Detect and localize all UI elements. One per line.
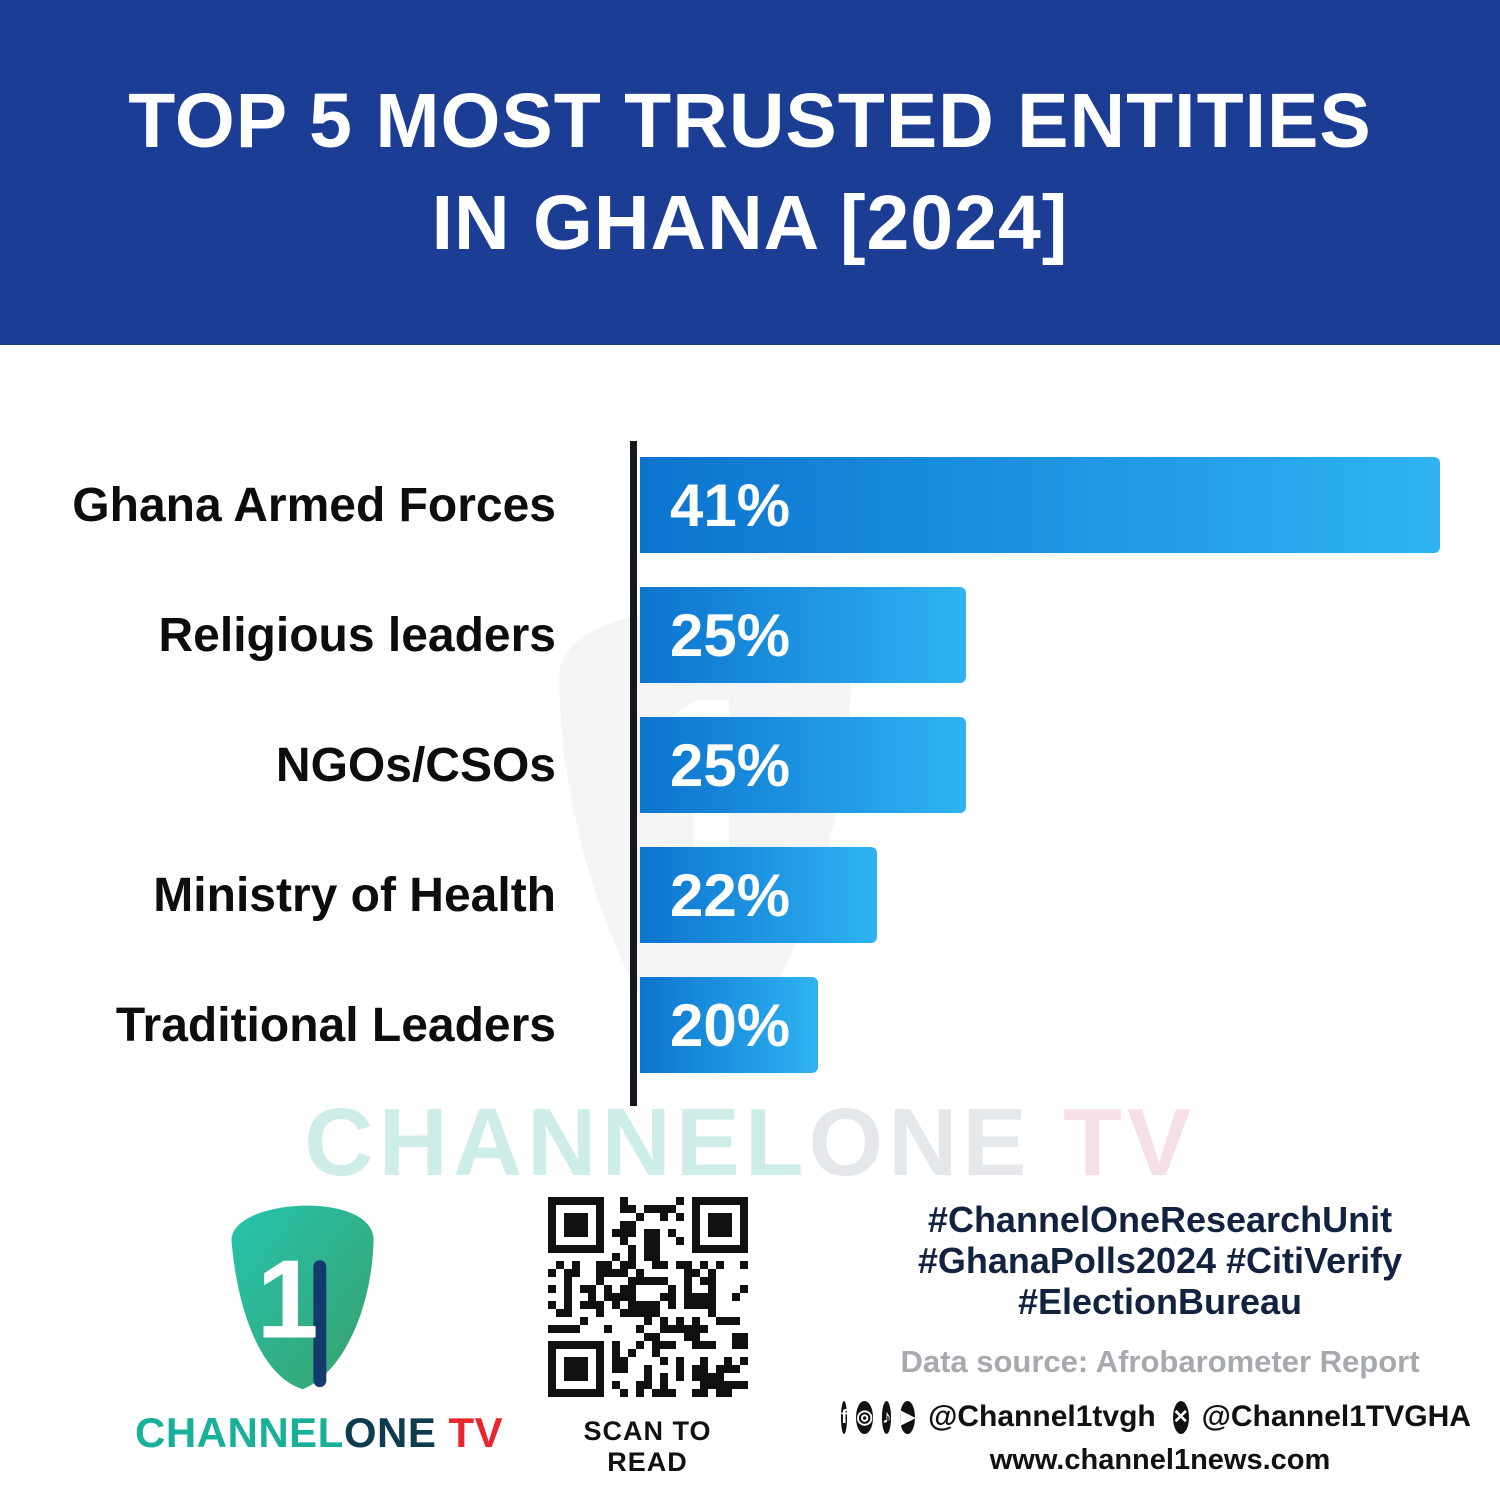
social-handle-main: @Channel1tvgh (928, 1400, 1156, 1433)
watermark-channel: CHANNEL (304, 1089, 809, 1196)
x-icon: ✕ (1172, 1400, 1189, 1434)
watermark-tv: TV (1031, 1089, 1196, 1196)
logo-text-tv: TV (436, 1409, 504, 1456)
social-block: #ChannelOneResearchUnit #GhanaPolls2024 … (841, 1199, 1471, 1477)
page-title-line1: TOP 5 MOST TRUSTED ENTITIES (128, 77, 1372, 164)
channel-one-logo-text: CHANNELONE TV (135, 1409, 503, 1457)
bar-track: 22% (640, 847, 1440, 943)
hashtag-line-2: #GhanaPolls2024 #CitiVerify (917, 1240, 1403, 1281)
channel-one-watermark: CHANNELONE TV (0, 1088, 1500, 1198)
social-handle-x: @Channel1TVGHA (1201, 1400, 1471, 1433)
logo-text-channel: CHANNEL (135, 1409, 344, 1456)
qr-caption: SCAN TO READ (583, 1416, 712, 1477)
chart-row: Ghana Armed Forces 41% (0, 457, 1500, 553)
logo-numeral: 1 (256, 1237, 318, 1362)
footer: 1 CHANNELONE TV SCAN TO READ #ChannelOne… (0, 1185, 1500, 1500)
page-title-line2: IN GHANA [2024] (431, 179, 1069, 266)
value-bar: 25% (640, 587, 966, 683)
category-label: Ghana Armed Forces (72, 478, 556, 532)
category-label: NGOs/CSOs (275, 738, 556, 792)
chart-row: Traditional Leaders 20% (0, 977, 1500, 1073)
chart-row: Religious leaders 25% (0, 587, 1500, 683)
channel-one-logo-block: 1 CHANNELONE TV (135, 1185, 503, 1457)
bar-track: 25% (640, 717, 1440, 813)
qr-code (547, 1197, 748, 1397)
chart-rows: Ghana Armed Forces 41% Religious leaders 25… (0, 457, 1500, 1073)
category-label: Ministry of Health (153, 868, 556, 922)
tiktok-icon: ♪ (881, 1400, 892, 1434)
header-banner: TOP 5 MOST TRUSTED ENTITIES IN GHANA [20… (0, 0, 1500, 345)
bar-track: 20% (640, 977, 1440, 1073)
qr-block: SCAN TO READ (540, 1197, 755, 1478)
value-bar: 22% (640, 847, 878, 943)
bar-value-label: 25% (670, 731, 791, 799)
bar-track: 25% (640, 587, 1440, 683)
bar-value-label: 20% (670, 991, 791, 1059)
category-label: Religious leaders (158, 608, 556, 662)
chart-axis-line (630, 441, 637, 1106)
chart-row: NGOs/CSOs 25% (0, 717, 1500, 813)
bar-value-label: 25% (670, 601, 791, 669)
facebook-icon: f (841, 1400, 848, 1434)
value-bar: 20% (640, 977, 818, 1073)
value-bar: 41% (640, 457, 1440, 553)
channel-one-logo-icon: 1 (230, 1205, 374, 1390)
instagram-icon: ◎ (856, 1400, 873, 1434)
bar-value-label: 41% (670, 471, 791, 539)
value-bar: 25% (640, 717, 966, 813)
bar-value-label: 22% (670, 861, 791, 929)
youtube-icon: ▶ (900, 1400, 916, 1434)
watermark-one: ONE (808, 1089, 1032, 1196)
page-title: TOP 5 MOST TRUSTED ENTITIES IN GHANA [20… (128, 71, 1371, 274)
website-url: www.channel1news.com (989, 1444, 1331, 1476)
data-source-text: Data source: Afrobarometer Report (900, 1344, 1420, 1379)
hashtag-line-1: #ChannelOneResearchUnit (927, 1199, 1393, 1240)
bar-track: 41% (640, 457, 1440, 553)
hashtag-line-3: #ElectionBureau (1017, 1281, 1303, 1322)
social-row: f ◎ ♪ ▶ @Channel1tvgh ✕ @Channel1TVGHA (841, 1400, 1471, 1434)
chart-row: Ministry of Health 22% (0, 847, 1500, 943)
category-label: Traditional Leaders (115, 998, 556, 1052)
logo-text-one: ONE (343, 1409, 437, 1456)
